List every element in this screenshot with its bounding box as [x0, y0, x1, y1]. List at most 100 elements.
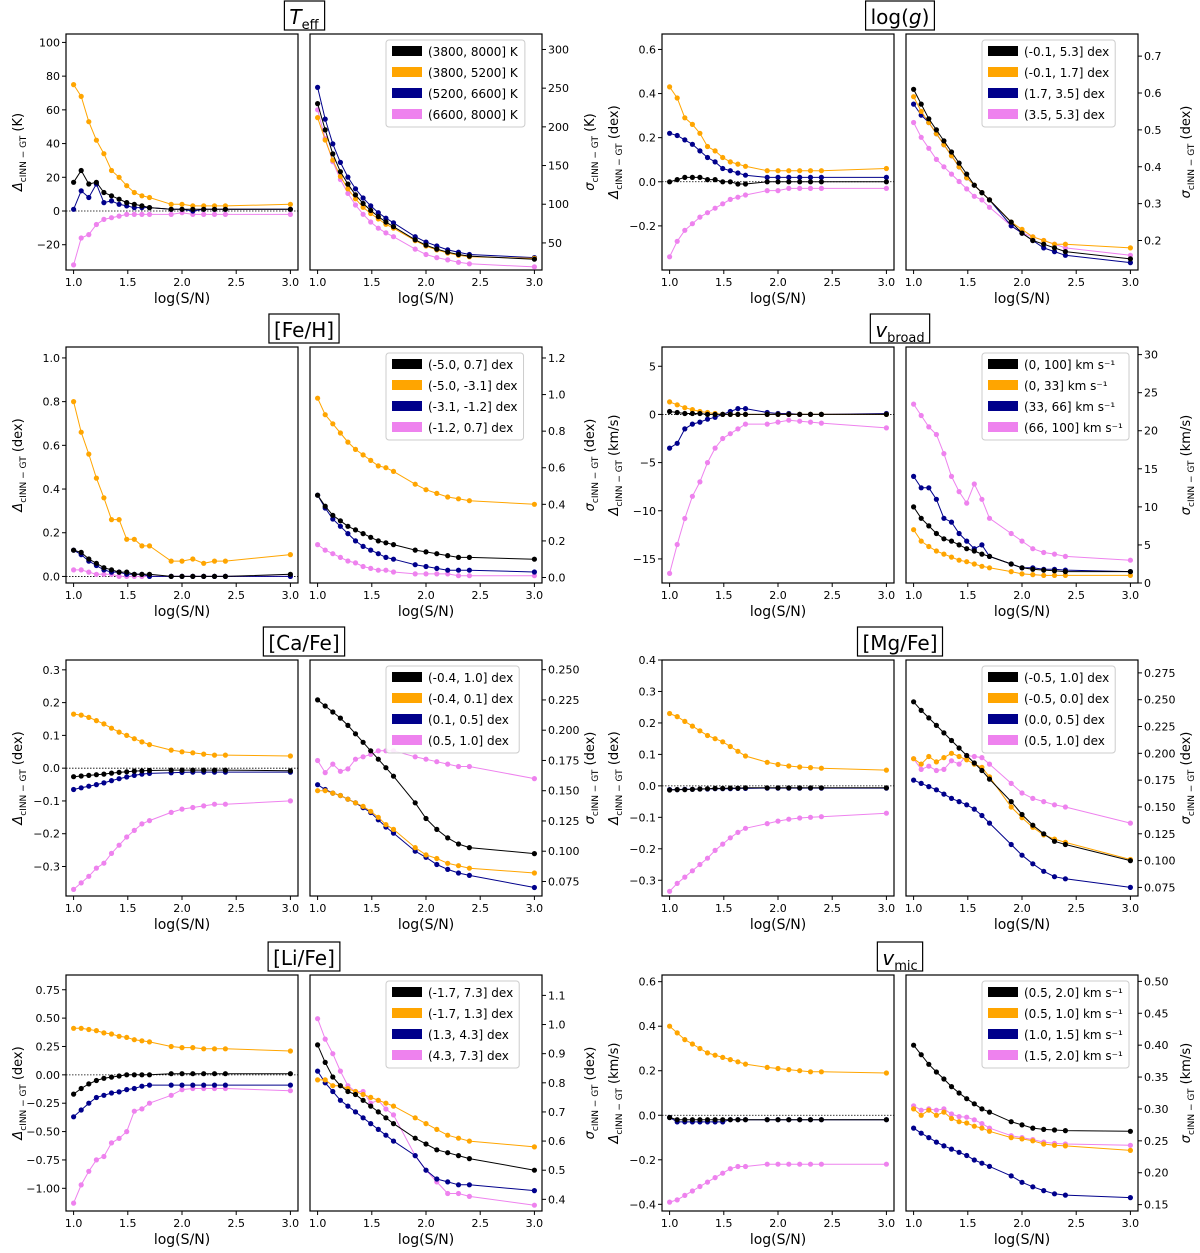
mean-vbroad-point-s0	[712, 411, 718, 417]
mean-vbroad-point-s3	[797, 418, 803, 424]
legend-frame	[981, 352, 1130, 441]
legend-label-s0: (-0.1, 5.3] dex	[1024, 45, 1109, 59]
std-logg-point-s1	[918, 108, 924, 114]
std-mgfe-point-s2	[1051, 874, 1058, 880]
legend-swatch-s3	[392, 1050, 422, 1060]
std-cafe-point-s0	[412, 800, 418, 806]
std-ylabel-teff: σcINN − GT (K)	[583, 113, 601, 191]
std-logg-xtick-label: 2.5	[1067, 276, 1085, 289]
std-teff-ytick-label: 200	[548, 121, 569, 134]
mean-feh-point-s1	[287, 552, 293, 558]
std-cafe-point-s0	[337, 715, 343, 721]
mean-feh-point-s0	[190, 573, 196, 580]
std-feh-xtick-label: 2.0	[417, 589, 435, 602]
std-vbroad-point-s1	[948, 554, 955, 560]
legend-label-s1: (-0.1, 1.7] dex	[1024, 66, 1109, 80]
legend-swatch-s0	[392, 672, 422, 682]
mean-feh-point-s1	[86, 451, 92, 457]
mean-life-point-s2	[131, 1085, 137, 1092]
mean-teff-point-s0	[131, 201, 137, 207]
mean-vbroad-point-s3	[786, 417, 792, 423]
std-life-point-s1	[445, 1132, 451, 1138]
mean-life-ytick-label: −0.75	[26, 1154, 60, 1167]
mean-teff-xtick-label: 1.5	[119, 276, 137, 289]
std-feh-xtick-label: 3.0	[526, 589, 544, 602]
mean-teff-point-s0	[146, 205, 153, 211]
mean-feh-point-s0	[131, 571, 137, 577]
mean-ylabel-mgfe: ΔcINN − GT (dex)	[607, 731, 625, 825]
legend-swatch-s3	[988, 1050, 1018, 1060]
mean-mgfe-point-s3	[689, 868, 696, 874]
mean-life-point-s2	[146, 1082, 153, 1088]
mean-teff-point-s1	[287, 201, 293, 207]
chart-title-text: [Mg/Fe]	[862, 631, 937, 655]
mean-vbroad-point-s1	[667, 399, 673, 405]
mean-vmic-point-s1	[883, 1070, 890, 1076]
legend-cafe: (-0.4, 1.0] dex (-0.4, 0.1] dex (0.1, 0.5]…	[385, 665, 520, 754]
std-logg-point-s1	[1019, 226, 1025, 232]
mean-mgfe-point-s0	[697, 786, 703, 792]
mean-vmic-point-s0	[667, 1114, 673, 1121]
std-vmic-point-s1	[1030, 1138, 1036, 1144]
std-mgfe-xtick-label: 2.5	[1067, 902, 1085, 915]
std-vbroad-point-s3	[933, 431, 940, 438]
std-vbroad-ytick-label: 10	[1144, 501, 1158, 514]
std-mgfe-point-s0	[1127, 858, 1133, 864]
std-logg-point-s3	[986, 204, 993, 210]
std-feh-point-s3	[423, 571, 429, 577]
mean-teff-point-s1	[124, 183, 130, 189]
mean-cafe-point-s3	[201, 803, 207, 809]
mean-life-point-s3	[287, 1088, 293, 1094]
mean-mgfe-point-s1	[735, 748, 741, 754]
std-vmic-point-s2	[971, 1157, 977, 1163]
std-vbroad-point-s3	[1051, 551, 1058, 557]
std-vbroad-point-s0	[933, 530, 940, 537]
mean-mgfe-point-s3	[775, 818, 781, 824]
std-teff-point-s0	[434, 246, 440, 252]
std-life-ytick-label: 1.1	[548, 989, 566, 1002]
std-mgfe-point-s0	[956, 745, 962, 751]
legend-label-s0: (-0.5, 1.0] dex	[1024, 671, 1109, 685]
mean-feh-point-s1	[168, 558, 174, 564]
std-feh-point-s0	[383, 540, 389, 546]
std-cafe-line-s3	[317, 750, 535, 780]
mean-vbroad-point-s0	[786, 411, 792, 417]
mean-vbroad-point-s3	[735, 426, 741, 432]
std-feh-point-s1	[455, 496, 462, 502]
mean-vmic-point-s1	[704, 1050, 711, 1056]
std-xlabel-vbroad: log(S/N)	[994, 604, 1050, 620]
legend-swatch-s0	[988, 46, 1018, 56]
mean-vbroad-point-s2	[682, 426, 688, 432]
mean-mgfe-point-s0	[807, 785, 814, 791]
mean-xlabel-mgfe: log(S/N)	[750, 917, 806, 933]
std-vbroad-point-s0	[956, 542, 962, 548]
mean-feh-point-s0	[222, 573, 228, 580]
mean-vmic-point-s0	[712, 1117, 718, 1123]
mean-teff-xtick-label: 2.5	[227, 276, 245, 289]
std-vbroad-ytick-label: 0	[1144, 577, 1151, 590]
std-life-point-s3	[531, 1202, 538, 1208]
legend-frame	[981, 39, 1116, 128]
std-cafe-point-s1	[315, 788, 321, 794]
mean-life-point-s3	[78, 1182, 84, 1188]
std-teff-point-s3	[466, 261, 472, 267]
std-cafe-point-s3	[412, 754, 418, 760]
std-feh-point-s3	[330, 551, 336, 557]
std-logg-xtick-label: 1.0	[905, 276, 923, 289]
std-life-point-s1	[466, 1138, 472, 1144]
mean-mgfe-point-s1	[883, 767, 890, 773]
legend-label-s0: (-5.0, 0.7] dex	[428, 358, 513, 372]
std-vmic-ytick-label: 0.45	[1144, 1007, 1169, 1020]
std-vmic-point-s1	[926, 1107, 932, 1113]
mean-logg-point-s2	[712, 159, 718, 165]
mean-vmic-point-s1	[807, 1069, 814, 1075]
std-life-point-s3	[383, 1106, 389, 1112]
std-feh-point-s0	[330, 512, 336, 518]
std-feh-point-s3	[455, 573, 462, 579]
mean-cafe-point-s3	[168, 809, 174, 816]
mean-vmic-line-s3	[669, 1163, 887, 1203]
legend-label-s3: (66, 100] km s⁻¹	[1024, 421, 1123, 435]
mean-logg-point-s1	[775, 168, 781, 174]
std-vbroad-point-s2	[948, 519, 955, 525]
std-mgfe-point-s2	[1127, 884, 1133, 891]
